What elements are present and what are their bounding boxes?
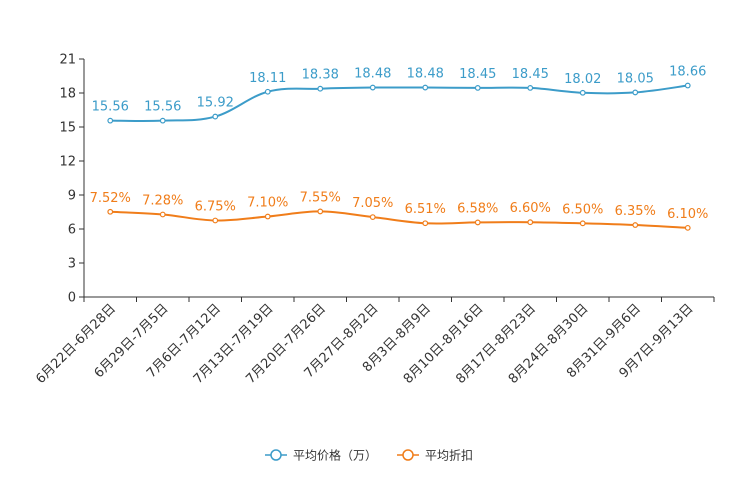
data-point[interactable] [212, 113, 219, 120]
data-label: 18.38 [302, 68, 339, 83]
y-tick-label: 0 [68, 291, 76, 306]
data-label: 6.51% [405, 202, 446, 217]
data-label: 6.60% [510, 201, 551, 216]
data-label: 6.10% [667, 207, 708, 222]
data-point[interactable] [159, 117, 166, 124]
data-label: 6.35% [615, 204, 656, 219]
data-point[interactable] [474, 219, 481, 226]
data-point[interactable] [579, 220, 586, 227]
data-label: 7.10% [247, 196, 288, 211]
data-label: 6.50% [562, 202, 603, 217]
data-label: 15.56 [144, 100, 181, 115]
data-point[interactable] [684, 82, 691, 89]
data-label: 18.48 [354, 67, 391, 82]
data-label: 7.52% [90, 191, 131, 206]
y-tick-label: 18 [59, 87, 76, 102]
series-line-0 [110, 84, 688, 122]
y-tick-label: 12 [59, 155, 76, 170]
data-label: 18.45 [459, 67, 496, 82]
data-point[interactable] [317, 208, 324, 215]
data-label: 18.11 [249, 71, 286, 86]
legend-label: 平均折扣 [425, 448, 473, 463]
data-label: 18.05 [617, 71, 654, 86]
series-layer: 15.56 15.56 15.92 18.11 18.38 18.48 18.48 18.45… [90, 65, 708, 231]
y-tick-label: 15 [59, 121, 76, 136]
legend-item-0[interactable]: 平均价格（万） [265, 448, 377, 463]
data-label: 18.45 [512, 67, 549, 82]
data-label: 7.55% [300, 190, 341, 205]
series-0: 15.56 15.56 15.92 18.11 18.38 18.48 18.48 18.45… [92, 65, 706, 124]
data-label: 15.56 [92, 100, 129, 115]
data-point[interactable] [632, 89, 639, 96]
series-line-1 [110, 210, 688, 229]
data-label: 15.92 [197, 96, 234, 111]
y-tick-label: 6 [68, 223, 76, 238]
data-point[interactable] [474, 84, 481, 91]
legend-marker-icon [402, 449, 414, 461]
data-point[interactable] [264, 213, 271, 220]
data-point[interactable] [527, 84, 534, 91]
y-axis: 0 3 6 9 12 15 18 21 [59, 53, 85, 306]
series-1: 7.52% 7.28% 6.75% 7.10% 7.55% 7.05% 6.51% 6.58%… [90, 190, 708, 231]
y-tick-label: 9 [68, 189, 76, 204]
data-point[interactable] [422, 220, 429, 227]
data-label: 7.28% [142, 193, 183, 208]
data-point[interactable] [107, 117, 114, 124]
y-tick-label: 21 [59, 53, 76, 68]
data-point[interactable] [212, 217, 219, 224]
data-point[interactable] [632, 222, 639, 228]
legend-label: 平均价格（万） [293, 448, 377, 463]
data-label: 18.66 [669, 65, 706, 80]
data-label: 18.02 [564, 72, 601, 87]
x-axis: 6月22日-6月28日6月29日-7月5日7月6日-7月12日7月13日-7月1… [33, 296, 715, 387]
data-point[interactable] [317, 85, 324, 92]
data-label: 6.75% [195, 200, 236, 215]
data-point[interactable] [579, 89, 586, 96]
data-label: 6.58% [457, 201, 498, 216]
legend[interactable]: 平均价格（万） 平均折扣 [265, 448, 473, 463]
data-point[interactable] [159, 211, 166, 218]
data-point[interactable] [264, 88, 271, 95]
data-point[interactable] [369, 84, 376, 91]
y-tick-label: 3 [68, 257, 76, 272]
legend-item-1[interactable]: 平均折扣 [397, 448, 473, 463]
data-point[interactable] [422, 84, 429, 91]
legend-marker-icon [270, 449, 282, 461]
data-point[interactable] [107, 208, 114, 215]
data-point[interactable] [684, 224, 691, 231]
data-label: 7.05% [352, 196, 393, 211]
data-point[interactable] [369, 214, 376, 221]
data-label: 18.48 [407, 67, 444, 82]
data-point[interactable] [527, 219, 534, 226]
